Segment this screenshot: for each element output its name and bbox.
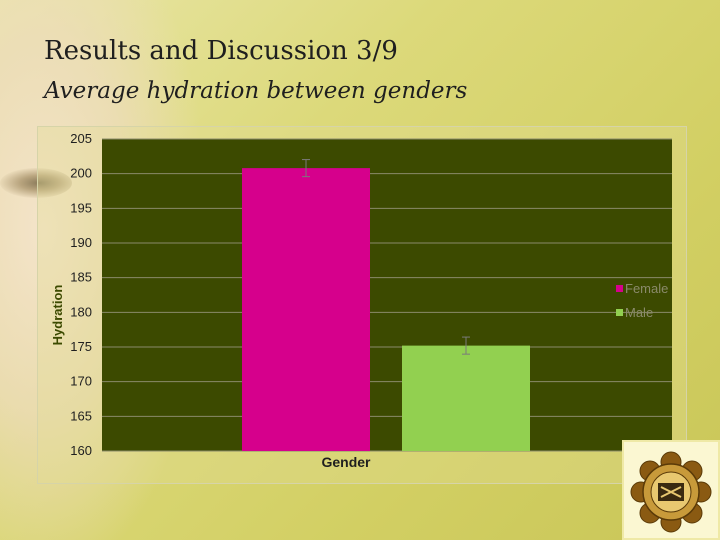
y-tick-label: 205: [70, 131, 92, 146]
y-axis-label: Hydration: [50, 285, 65, 346]
y-tick-label: 195: [70, 200, 92, 215]
y-tick-label: 170: [70, 374, 92, 389]
y-tick-label: 175: [70, 339, 92, 354]
chart-container: 160 165 170 175 180 185 190 195 200 205 Hydration…: [37, 126, 687, 484]
university-emblem-icon: [630, 451, 712, 533]
legend-swatch: [616, 285, 623, 292]
error-bar-female: [302, 159, 310, 178]
error-bar-male: [462, 336, 470, 355]
university-logo: [622, 440, 720, 540]
y-tick-label: 190: [70, 235, 92, 250]
legend-label: Female: [625, 281, 668, 296]
plot-area: [102, 139, 672, 451]
y-tick-label: 165: [70, 408, 92, 423]
legend-swatch: [616, 309, 623, 316]
legend-label: Male: [625, 305, 653, 320]
eye-image: [0, 168, 72, 198]
x-axis-label: Gender: [321, 454, 371, 470]
y-tick-label: 160: [70, 443, 92, 458]
hydration-bar-chart: 160 165 170 175 180 185 190 195 200 205 Hydration…: [50, 131, 672, 470]
slide-subtitle: Average hydration between genders: [44, 78, 468, 104]
bar-female: [242, 168, 370, 451]
bar-male: [402, 345, 530, 451]
slide-title: Results and Discussion 3/9: [44, 36, 398, 66]
y-tick-label: 180: [70, 304, 92, 319]
bars: [242, 168, 530, 451]
legend: Female Male: [616, 281, 668, 320]
y-axis-ticks: 160 165 170 175 180 185 190 195 200 205: [70, 131, 92, 458]
error-bars: [302, 159, 470, 355]
gridlines: [102, 138, 672, 452]
y-tick-label: 185: [70, 270, 92, 285]
y-tick-label: 200: [70, 166, 92, 181]
